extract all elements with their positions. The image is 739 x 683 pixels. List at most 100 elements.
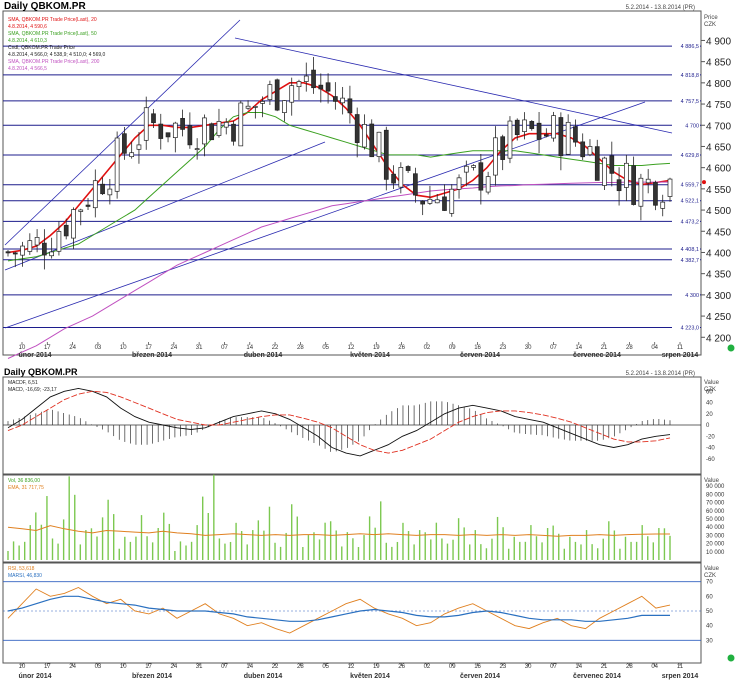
macd-y-axis: 60 40 20 0 -20 -40 -60 — [706, 389, 715, 463]
macd-legend-histogram: MACDF, 6,51 — [8, 380, 38, 386]
price-tick-label: 4 900 — [706, 36, 731, 47]
level-label-bg — [672, 255, 700, 263]
candle-body — [202, 117, 207, 145]
level-label-bg — [672, 196, 700, 204]
last-price-marker — [702, 180, 706, 185]
x-day-label: 16 — [474, 664, 481, 670]
candle-body — [289, 85, 295, 103]
x-month-label: květen 2014 — [350, 673, 390, 680]
candle-body — [238, 102, 244, 147]
level-label: 4 559,7 — [681, 183, 699, 189]
status-dot-icon — [727, 344, 735, 352]
candle-body — [194, 148, 200, 150]
level-label: 4 408,1 — [681, 247, 699, 253]
x-day-label: 26 — [398, 664, 405, 670]
macd-tick-label: -40 — [706, 446, 715, 452]
price-tick-label: 4 300 — [706, 291, 731, 302]
level-label: 4 700 — [685, 123, 699, 129]
x-day-label: 24 — [171, 664, 178, 670]
candle-body — [507, 120, 513, 159]
legend-sma20-label: SMA, QBKOM.PR Trade Price(Last), 20 — [8, 17, 97, 23]
volume-tick-label: 90 000 — [706, 484, 725, 490]
x-day-label: 28 — [297, 345, 304, 351]
volume-tick-label: 30 000 — [706, 533, 725, 539]
candle-body — [594, 146, 600, 181]
candle-body — [209, 123, 215, 141]
price-y-axis: 4 200 4 250 4 300 4 350 4 400 4 450 4 500 4 550… — [701, 36, 731, 344]
legend-candle-label: Cndl, QBKOM.PR Trade Price — [8, 45, 75, 51]
price-panel: Daily QBKOM.PR 5.2.2014 - 13.8.2014 (PR)… — [2, 1, 735, 359]
candle-body — [245, 105, 251, 109]
x-day-label: 24 — [69, 664, 76, 670]
macd-tick-label: 0 — [706, 423, 710, 429]
x-month-label: březen 2014 — [132, 673, 172, 680]
x-month-label: duben 2014 — [244, 673, 283, 680]
candle-body — [333, 96, 338, 102]
volume-tick-label: 10 000 — [706, 550, 725, 556]
level-label-bg — [672, 70, 700, 78]
x-day-label: 28 — [626, 664, 633, 670]
candle-body — [514, 119, 520, 136]
candle-body — [107, 188, 113, 196]
candle-body — [391, 173, 396, 184]
candle-body — [63, 224, 69, 237]
x-month-label: únor 2014 — [18, 673, 51, 680]
x-day-label: 07 — [550, 345, 557, 351]
candle-body — [325, 82, 331, 92]
price-tick-label: 4 850 — [706, 58, 731, 69]
macd-line — [7, 387, 671, 457]
candle-body — [172, 122, 178, 139]
macd-tick-label: 40 — [706, 401, 713, 407]
candle-body — [347, 98, 353, 114]
rsi-tick-label: 70 — [706, 580, 713, 586]
x-day-label: 10 — [19, 345, 26, 351]
x-day-label: 05 — [322, 664, 329, 670]
candle-body — [558, 117, 564, 157]
candle-body — [122, 133, 127, 154]
x-month-label: červenec 2014 — [573, 673, 621, 680]
x-day-label: 31 — [196, 345, 203, 351]
volume-legend-ema: EMA, 31 717,75 — [8, 485, 44, 491]
macd-unit: CZK — [704, 387, 716, 393]
x-day-label: 24 — [171, 345, 178, 351]
price-tick-label: 4 800 — [706, 79, 731, 90]
candle-body — [362, 124, 367, 148]
x-day-label: 28 — [626, 345, 633, 351]
x-month-label: srpen 2014 — [662, 352, 699, 359]
level-label: 4 886,5 — [681, 44, 699, 50]
x-day-label: 17 — [145, 345, 152, 351]
volume-ema-line — [7, 525, 670, 537]
candle-body — [34, 237, 40, 246]
x-day-label: 26 — [398, 345, 405, 351]
price-tick-label: 4 750 — [706, 100, 731, 111]
x-day-label: 19 — [373, 345, 380, 351]
candle-body — [114, 137, 120, 192]
candle-body — [660, 201, 666, 209]
x-day-label: 10 — [120, 345, 127, 351]
macd-tick-label: 20 — [706, 412, 713, 418]
level-label: 4 223,0 — [681, 326, 699, 332]
candle-body — [522, 119, 527, 132]
x-day-label: 04 — [651, 664, 658, 670]
candle-body — [27, 240, 33, 252]
level-label: 4 818,8 — [681, 73, 699, 79]
candle-body — [493, 137, 498, 176]
candle-body — [165, 132, 171, 138]
x-month-label: březen 2014 — [132, 352, 172, 359]
x-month-label: duben 2014 — [244, 352, 283, 359]
x-day-label: 30 — [525, 664, 532, 670]
candle-body — [129, 152, 135, 158]
candle-body — [311, 69, 316, 89]
candle-body — [638, 177, 644, 207]
x-day-label: 02 — [424, 664, 431, 670]
candle-body — [383, 129, 389, 180]
x-month-label: červen 2014 — [460, 352, 500, 359]
level-label-bg — [672, 245, 700, 253]
candle-body — [78, 209, 84, 212]
x-day-label: 14 — [246, 664, 253, 670]
x-day-label: 10 — [19, 664, 26, 670]
candle-body — [282, 100, 287, 113]
macd-title: Daily QBKOM.PR — [4, 367, 78, 377]
candle-body — [398, 167, 404, 188]
x-day-label: 14 — [575, 345, 582, 351]
